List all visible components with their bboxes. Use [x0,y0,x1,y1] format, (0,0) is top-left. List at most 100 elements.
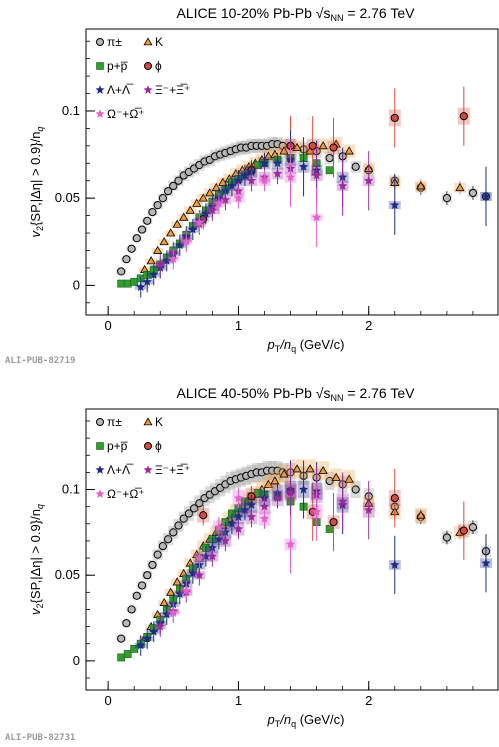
legend-marker-xi [143,465,153,474]
x-tick-label: 0 [105,693,112,708]
data-point [184,509,194,518]
data-point [298,161,309,171]
legend-marker-kaon [143,37,153,46]
data-point [143,571,152,580]
data-point [338,496,348,506]
y-tick-label: 0 [73,653,80,668]
data-point [122,255,131,264]
data-point [175,240,185,250]
legend-label-pion: π± [107,35,122,49]
y-tick-label: 0.05 [55,567,80,582]
data-point [207,551,217,561]
data-point [246,500,257,509]
data-point [272,493,283,503]
data-point [181,585,191,595]
data-point [263,479,274,488]
data-point [263,151,274,160]
data-point [318,141,328,150]
data-point [233,493,244,503]
data-point [214,522,224,532]
y-tick-label: 0.1 [62,482,80,497]
chart-panel-top: ALICE 10-20% Pb-Pb √sNN = 2.76 TeV 0 1 2 0 0.… [5,5,499,366]
legend-marker-kaon [143,417,153,426]
data-point [155,259,165,269]
data-point [174,521,183,530]
data-point [127,605,136,614]
data-point [390,200,400,210]
data-point [207,205,217,215]
data-point [227,518,237,528]
data-point [227,181,237,190]
data-point [199,511,208,520]
legend-label-proton: p+p̅ [107,59,128,73]
data-point [153,245,163,254]
data-point [179,514,188,523]
data-point [331,472,341,481]
data-point [325,476,334,486]
data-point [318,465,328,475]
legend-marker-proton [96,62,104,70]
data-point [192,198,202,207]
series-phi [197,86,470,230]
legend-marker-omega [95,109,105,118]
data-point [338,181,348,190]
chart-title: ALICE 10-20% Pb-Pb √sNN = 2.76 TeV [177,5,416,23]
data-point [364,505,374,515]
legend-label-kaon: K [155,35,163,49]
data-point [279,146,289,155]
data-point [329,517,338,527]
y-tick-label: 0.05 [55,190,80,205]
data-point [305,146,315,155]
x-tick-label: 2 [365,318,372,333]
data-point [351,162,360,171]
legend-label-phi: ϕ [155,59,162,73]
chart-panel-bottom: ALICE 40-50% Pb-Pb √sNN = 2.76 TeV 0 1 2 0 0.… [5,385,499,743]
data-point [169,181,178,191]
data-point [194,553,204,562]
data-point [259,513,270,523]
data-point [117,279,126,288]
plot-frame [85,408,499,691]
data-point [153,201,162,210]
data-point [162,609,172,619]
data-point [132,591,141,600]
data-point [168,254,178,264]
data-point [285,539,296,549]
data-point [130,277,139,286]
data-point [459,526,468,535]
data-point [195,499,204,508]
data-point [329,143,338,152]
data-point [190,504,199,513]
data-point [214,534,224,544]
data-point [201,551,211,561]
data-point [169,528,178,537]
data-point [390,113,399,123]
data-point [468,188,478,198]
data-point [344,474,354,483]
x-axis-label: pT/nq (GeV/c) [267,337,345,354]
legend-label-xi: Ξ⁻+Ξ̅⁺ [155,463,190,477]
data-point [344,146,354,155]
data-point [325,166,334,175]
figure-credit: ALI-PUB-82731 [5,733,75,743]
data-point [155,621,165,631]
data-point [149,270,159,279]
data-point [292,464,302,473]
data-point [259,175,270,185]
legend-marker-lambda [95,85,105,94]
legend-label-omega: Ω⁻+Ω̅⁺ [107,487,145,501]
data-point [442,533,451,542]
data-point [364,175,374,185]
data-point [137,225,147,234]
x-tick-label: 1 [235,318,242,333]
data-point [175,589,185,598]
data-points [116,459,492,662]
data-point [122,619,131,628]
data-point [416,510,426,519]
legend-label-kaon: K [155,415,163,429]
data-point [481,191,491,201]
data-point [127,244,136,253]
data-point [468,523,478,532]
data-point [240,170,250,180]
